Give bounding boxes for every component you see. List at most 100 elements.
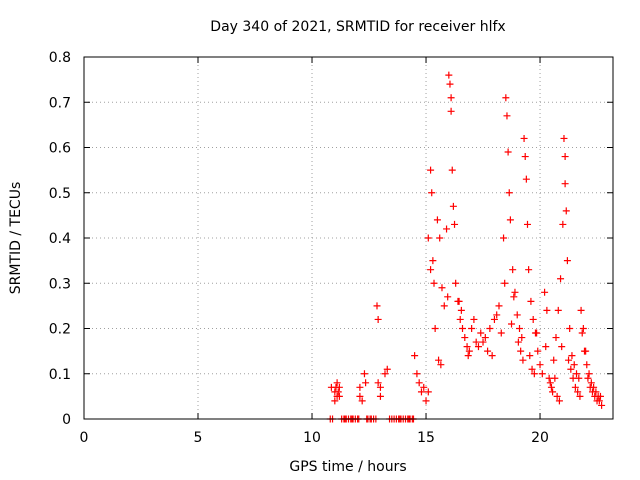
data-point xyxy=(459,325,467,332)
data-point xyxy=(335,392,343,400)
data-point xyxy=(562,207,570,215)
data-point xyxy=(356,383,364,391)
data-point xyxy=(551,374,559,382)
data-point xyxy=(525,266,533,274)
y-tick-label: 0.8 xyxy=(49,50,71,66)
data-point xyxy=(443,225,451,233)
data-point xyxy=(517,347,525,355)
data-point xyxy=(580,347,588,355)
data-point xyxy=(452,279,460,287)
data-point xyxy=(542,343,550,351)
data-point xyxy=(424,388,432,396)
data-point xyxy=(528,365,536,373)
data-point xyxy=(477,329,485,337)
data-point xyxy=(447,107,455,115)
data-point xyxy=(538,370,546,378)
data-point xyxy=(451,220,459,228)
data-point xyxy=(457,306,465,314)
y-tick-label: 0.1 xyxy=(49,367,71,383)
data-point xyxy=(427,166,435,174)
data-point xyxy=(510,293,518,301)
data-point xyxy=(376,383,384,391)
data-point xyxy=(411,352,419,360)
axis-ticks: 0 5 10 15 20 0 0.1 0.2 0.3 0.4 0.5 0.6 0.7 0.8 xyxy=(49,50,613,446)
x-tick-label: 10 xyxy=(303,430,321,446)
data-point xyxy=(463,343,471,351)
data-point xyxy=(464,352,472,360)
x-tick-label: 15 xyxy=(417,430,435,446)
data-point xyxy=(584,374,592,382)
x-tick-label: 0 xyxy=(80,430,89,446)
data-point xyxy=(557,275,565,283)
data-point xyxy=(327,383,335,391)
data-point xyxy=(543,306,551,314)
plot-frame xyxy=(83,56,614,420)
data-point xyxy=(508,320,516,328)
data-point xyxy=(504,148,512,156)
data-point xyxy=(440,302,448,310)
data-point xyxy=(456,315,464,323)
data-point xyxy=(569,374,577,382)
x-tick-label: 5 xyxy=(194,430,203,446)
data-point xyxy=(579,325,587,332)
data-point xyxy=(430,279,438,287)
data-point xyxy=(490,315,498,323)
data-point xyxy=(567,365,575,373)
data-point xyxy=(474,343,482,351)
data-point xyxy=(595,397,603,405)
data-points xyxy=(326,71,606,423)
x-axis-label: GPS time / hours xyxy=(289,459,406,475)
data-point xyxy=(447,94,455,102)
x-tick-label: 20 xyxy=(531,430,549,446)
data-point xyxy=(565,356,573,364)
data-point xyxy=(446,80,454,88)
data-point xyxy=(516,325,524,332)
data-point xyxy=(356,392,364,400)
data-point xyxy=(455,297,463,305)
data-point xyxy=(433,216,441,224)
data-point xyxy=(502,94,510,102)
data-point xyxy=(568,352,576,360)
y-tick-label: 0.6 xyxy=(49,141,71,157)
data-point xyxy=(436,234,444,242)
data-point xyxy=(420,383,428,391)
data-point xyxy=(428,189,436,197)
data-point xyxy=(383,365,391,373)
data-point xyxy=(376,392,384,400)
data-point xyxy=(381,370,389,378)
data-point xyxy=(501,279,509,287)
y-axis-label: SRMTID / TECUs xyxy=(8,182,24,295)
data-point xyxy=(541,288,549,296)
data-point xyxy=(413,370,421,378)
data-point xyxy=(554,306,562,314)
data-point xyxy=(534,347,542,355)
data-point xyxy=(578,329,586,337)
data-point xyxy=(536,361,544,369)
data-point xyxy=(549,388,557,396)
data-point xyxy=(374,379,382,387)
data-point xyxy=(493,311,501,319)
data-point xyxy=(546,379,554,387)
data-point xyxy=(360,370,368,378)
data-point xyxy=(472,338,480,346)
data-point xyxy=(529,315,537,323)
data-point xyxy=(438,284,446,292)
data-point xyxy=(521,153,529,161)
data-point xyxy=(583,361,591,369)
data-point xyxy=(435,356,443,364)
data-point xyxy=(331,397,339,405)
data-point xyxy=(335,383,343,391)
data-point xyxy=(561,180,569,188)
data-point xyxy=(374,315,382,323)
data-point xyxy=(577,306,585,314)
data-point xyxy=(519,356,527,364)
data-point xyxy=(495,302,503,310)
data-point xyxy=(334,388,342,396)
data-point xyxy=(468,325,476,332)
data-point xyxy=(530,370,538,378)
data-point xyxy=(427,266,435,274)
data-point xyxy=(509,266,517,274)
data-point xyxy=(497,329,505,337)
data-point xyxy=(415,379,423,387)
data-point xyxy=(585,370,593,378)
